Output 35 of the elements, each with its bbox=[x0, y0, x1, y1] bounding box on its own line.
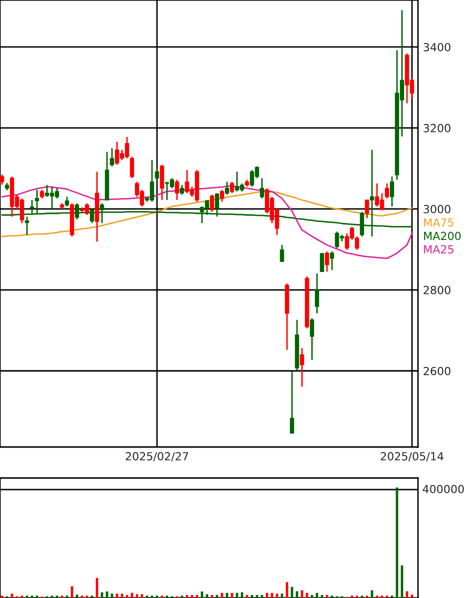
candlestick bbox=[210, 194, 214, 212]
candlestick bbox=[110, 147, 114, 168]
y-tick-label: 2600 bbox=[424, 366, 450, 376]
candlestick bbox=[160, 164, 164, 201]
y-tick-label: 3200 bbox=[424, 124, 450, 132]
candlestick bbox=[330, 250, 334, 271]
candlestick bbox=[0, 174, 4, 186]
candlestick bbox=[280, 244, 284, 262]
candlestick bbox=[320, 252, 324, 272]
candlestick bbox=[314, 272, 320, 314]
candlestick bbox=[220, 189, 224, 202]
candlestick bbox=[174, 179, 180, 201]
x-tick-label: 2025/02/27 bbox=[126, 452, 188, 462]
candlestick bbox=[260, 177, 264, 200]
candlestick bbox=[224, 181, 230, 196]
candlestick bbox=[154, 168, 160, 180]
candlestick bbox=[310, 318, 314, 361]
candlestick bbox=[64, 196, 70, 208]
candlestick bbox=[390, 176, 394, 208]
series-label: MA75 bbox=[424, 218, 454, 227]
y-tick-label: 2800 bbox=[424, 286, 450, 294]
text: 400000 bbox=[422, 484, 464, 494]
candlestick bbox=[180, 184, 184, 196]
y-tick-label: 3400 bbox=[424, 42, 450, 52]
series-label: MA25 bbox=[424, 245, 454, 254]
candlestick bbox=[130, 156, 134, 179]
y-tick-label: 3000 bbox=[424, 204, 450, 214]
candlestick bbox=[230, 181, 234, 194]
series-label: MA200 bbox=[424, 232, 461, 240]
x-tick-label: 2025/05/14 bbox=[380, 452, 444, 462]
candlestick bbox=[300, 348, 304, 388]
candlestick bbox=[384, 182, 390, 200]
candlestick bbox=[324, 250, 330, 272]
candlestick bbox=[290, 370, 294, 434]
candlestick bbox=[364, 199, 370, 219]
